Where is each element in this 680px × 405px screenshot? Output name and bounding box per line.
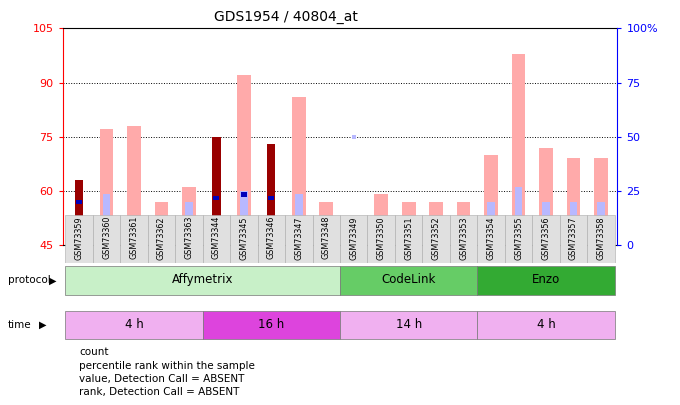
Bar xyxy=(76,200,82,204)
Bar xyxy=(367,215,395,263)
Bar xyxy=(429,202,443,245)
Bar xyxy=(120,215,148,263)
Bar xyxy=(241,192,247,197)
Text: Affymetrix: Affymetrix xyxy=(172,273,233,286)
Text: GSM73360: GSM73360 xyxy=(102,216,111,260)
Bar xyxy=(597,202,605,245)
Text: 14 h: 14 h xyxy=(396,318,422,331)
Bar xyxy=(203,215,230,263)
Text: GSM73353: GSM73353 xyxy=(459,216,468,260)
Bar xyxy=(450,215,477,263)
Bar xyxy=(185,202,192,245)
Bar xyxy=(75,180,83,245)
Bar xyxy=(422,215,450,263)
Text: GSM73352: GSM73352 xyxy=(432,216,441,260)
Bar xyxy=(515,187,522,245)
Bar xyxy=(267,144,275,245)
Text: protocol: protocol xyxy=(8,275,51,286)
Bar xyxy=(285,215,313,263)
Text: percentile rank within the sample: percentile rank within the sample xyxy=(79,361,255,371)
Text: GSM73363: GSM73363 xyxy=(184,216,193,260)
Text: 16 h: 16 h xyxy=(258,318,284,331)
Text: GSM73358: GSM73358 xyxy=(596,216,605,260)
Text: GSM73351: GSM73351 xyxy=(404,216,413,260)
Bar xyxy=(570,202,577,245)
Text: GSM73361: GSM73361 xyxy=(129,216,139,260)
Bar xyxy=(214,196,220,200)
Text: GSM73344: GSM73344 xyxy=(212,216,221,260)
Bar xyxy=(395,215,422,263)
Text: count: count xyxy=(79,347,108,357)
Bar xyxy=(374,194,388,245)
Text: rank, Detection Call = ABSENT: rank, Detection Call = ABSENT xyxy=(79,388,239,397)
Text: GSM73345: GSM73345 xyxy=(239,216,248,260)
Text: GSM73346: GSM73346 xyxy=(267,216,276,260)
Bar xyxy=(340,215,367,263)
Bar xyxy=(511,53,526,245)
Text: 4 h: 4 h xyxy=(537,318,556,331)
Text: GSM73349: GSM73349 xyxy=(350,216,358,260)
Bar xyxy=(532,215,560,263)
Bar xyxy=(100,130,114,245)
Bar xyxy=(182,187,196,245)
Text: Enzo: Enzo xyxy=(532,273,560,286)
Text: GSM73356: GSM73356 xyxy=(541,216,551,260)
Bar xyxy=(175,215,203,263)
Text: CodeLink: CodeLink xyxy=(381,273,436,286)
Bar xyxy=(542,202,550,245)
Bar xyxy=(292,97,306,245)
Bar xyxy=(588,215,615,263)
Bar xyxy=(237,75,251,245)
Text: GSM73357: GSM73357 xyxy=(569,216,578,260)
Text: time: time xyxy=(8,320,32,330)
Bar xyxy=(127,126,141,245)
Bar xyxy=(457,202,471,245)
Bar xyxy=(92,215,120,263)
Bar xyxy=(539,147,553,245)
Bar xyxy=(240,191,248,245)
Bar xyxy=(212,137,220,245)
Bar xyxy=(488,202,495,245)
Bar xyxy=(148,215,175,263)
Text: GSM73347: GSM73347 xyxy=(294,216,303,260)
Bar xyxy=(203,311,340,339)
Text: GSM73348: GSM73348 xyxy=(322,216,330,260)
Text: GSM73354: GSM73354 xyxy=(487,216,496,260)
Text: GSM73362: GSM73362 xyxy=(157,216,166,260)
Bar xyxy=(103,194,110,245)
Text: ▶: ▶ xyxy=(39,320,47,330)
Bar xyxy=(313,215,340,263)
Bar xyxy=(566,158,580,245)
Bar xyxy=(320,202,333,245)
Bar xyxy=(65,266,340,295)
Bar xyxy=(402,202,415,245)
Bar xyxy=(65,215,92,263)
Text: GSM73355: GSM73355 xyxy=(514,216,523,260)
Bar xyxy=(477,311,615,339)
Bar xyxy=(154,202,169,245)
Bar xyxy=(269,196,274,200)
Bar xyxy=(477,266,615,295)
Text: ▶: ▶ xyxy=(49,275,56,286)
Bar xyxy=(65,311,203,339)
Bar xyxy=(340,311,477,339)
Bar xyxy=(295,194,303,245)
Bar xyxy=(230,215,258,263)
Text: value, Detection Call = ABSENT: value, Detection Call = ABSENT xyxy=(79,374,244,384)
Text: GSM73350: GSM73350 xyxy=(377,216,386,260)
Bar xyxy=(505,215,532,263)
Bar xyxy=(594,158,608,245)
Bar xyxy=(340,266,477,295)
Text: GDS1954 / 40804_at: GDS1954 / 40804_at xyxy=(214,10,358,24)
Bar xyxy=(484,155,498,245)
Bar xyxy=(560,215,588,263)
Bar xyxy=(477,215,505,263)
Text: 4 h: 4 h xyxy=(124,318,143,331)
Bar xyxy=(258,215,285,263)
Text: GSM73359: GSM73359 xyxy=(75,216,84,260)
